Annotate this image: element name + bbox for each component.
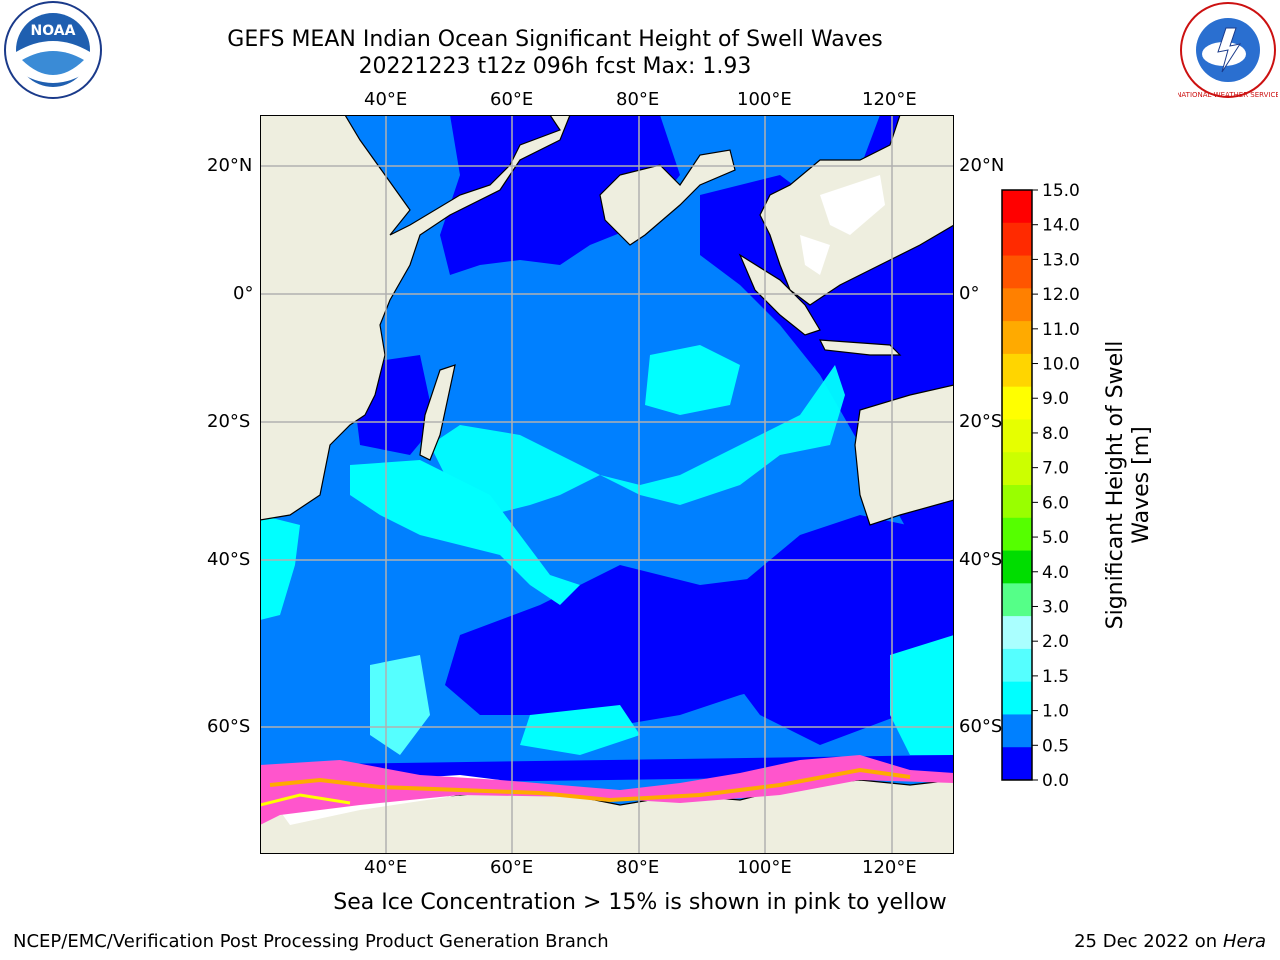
lat-label-0-left: 0° (233, 283, 254, 304)
noaa-logo-text: NOAA (31, 23, 76, 39)
colorbar-tick-label: 1.5 (1042, 667, 1069, 687)
colorbar-label-line1: Significant Height of Swell (1103, 341, 1128, 630)
lat-label-20n-right: 20°N (959, 155, 1005, 176)
chart-title: GEFS MEAN Indian Ocean Significant Heigh… (227, 27, 883, 52)
colorbar-swatch (1002, 517, 1032, 552)
colorbar-swatch (1002, 255, 1032, 289)
lat-label-60s-right: 60°S (959, 716, 1003, 737)
colorbar-tick-label: 12.0 (1042, 285, 1080, 305)
graticule (260, 115, 954, 854)
colorbar-swatch (1002, 550, 1032, 584)
colorbar-swatch (1002, 190, 1032, 224)
sea-ice-caption: Sea Ice Concentration > 15% is shown in … (333, 890, 947, 915)
colorbar-border (1001, 189, 1033, 781)
lon-label-120e-top: 120°E (862, 89, 917, 110)
lon-label-100e-bottom: 100°E (737, 857, 792, 878)
colorbar-swatch (1002, 353, 1032, 388)
chart-subtitle: 20221223 t12z 096h fcst Max: 1.93 (358, 54, 752, 79)
lon-label-100e-top: 100°E (737, 89, 792, 110)
colorbar-tick-label: 8.0 (1042, 424, 1069, 444)
lat-label-60s-left: 60°S (207, 716, 251, 737)
colorbar-tick-label: 5.0 (1042, 528, 1069, 548)
colorbar-swatch (1002, 419, 1032, 453)
lat-label-0-right: 0° (959, 283, 980, 304)
lon-label-40e-top: 40°E (364, 89, 408, 110)
footer-credit: NCEP/EMC/Verification Post Processing Pr… (13, 931, 609, 952)
colorbar-swatch (1002, 648, 1032, 683)
colorbar-tick-label: 13.0 (1042, 250, 1080, 270)
colorbar-tick-label: 15.0 (1042, 181, 1080, 201)
lat-label-40s-left: 40°S (207, 549, 251, 570)
colorbar-swatch (1002, 222, 1032, 257)
colorbar-swatch (1002, 714, 1032, 748)
colorbar-swatch (1002, 747, 1032, 781)
colorbar: 15.0 14.0 13.0 12.0 11.0 10.0 9.0 8.0 7.0 6.0 5.0 4… (1001, 181, 1080, 790)
colorbar-swatch (1002, 681, 1032, 715)
sea-ice (260, 755, 954, 825)
colorbar-tick-label: 0.5 (1042, 736, 1069, 756)
lon-label-60e-bottom: 60°E (490, 857, 534, 878)
footer-date-text: 25 Dec 2022 on (1074, 931, 1218, 952)
colorbar-tick-label: 1.0 (1042, 702, 1069, 722)
colorbar-tick-label: 2.0 (1042, 632, 1069, 652)
noaa-logo: NOAA (2, 0, 104, 104)
footer-date: 25 Dec 2022 on Hera (1074, 931, 1266, 952)
colorbar-tick-label: 4.0 (1042, 563, 1069, 583)
colorbar-swatch (1002, 386, 1032, 420)
moderate-swell-regions (260, 345, 954, 755)
colorbar-swatch (1002, 583, 1032, 617)
nws-logo-text: NATIONAL WEATHER SERVICE (1178, 91, 1278, 99)
colorbar-tick-label: 9.0 (1042, 389, 1069, 409)
colorbar-tick-label: 0.0 (1042, 771, 1069, 790)
lon-label-120e-bottom: 120°E (862, 857, 917, 878)
colorbar-tick-label: 6.0 (1042, 493, 1069, 513)
colorbar-tick-label: 14.0 (1042, 216, 1080, 236)
lon-label-60e-top: 60°E (490, 89, 534, 110)
lon-label-40e-bottom: 40°E (364, 857, 408, 878)
lat-label-20s-left: 20°S (207, 411, 251, 432)
colorbar-tick-label: 11.0 (1042, 320, 1080, 340)
lon-label-80e-bottom: 80°E (616, 857, 660, 878)
colorbar-swatch (1002, 485, 1032, 519)
colorbar-swatch (1002, 452, 1032, 486)
footer-machine: Hera (1222, 931, 1266, 952)
lat-label-20s-right: 20°S (959, 411, 1003, 432)
colorbar-label-line2: Waves [m] (1129, 426, 1154, 543)
colorbar-tick-label: 7.0 (1042, 459, 1069, 479)
colorbar-swatch (1002, 616, 1032, 650)
colorbar-tick-label: 3.0 (1042, 597, 1069, 617)
colorbar-swatch (1002, 288, 1032, 322)
colorbar-label: Significant Height of Swell Waves [m] (1103, 341, 1154, 630)
map-panel (260, 115, 954, 854)
lat-label-40s-right: 40°S (959, 549, 1003, 570)
lat-label-20n-left: 20°N (207, 155, 253, 176)
colorbar-tick-label: 10.0 (1042, 355, 1080, 375)
nws-logo: NATIONAL WEATHER SERVICE (1176, 0, 1280, 104)
colorbar-swatch (1002, 321, 1032, 355)
lon-label-80e-top: 80°E (616, 89, 660, 110)
